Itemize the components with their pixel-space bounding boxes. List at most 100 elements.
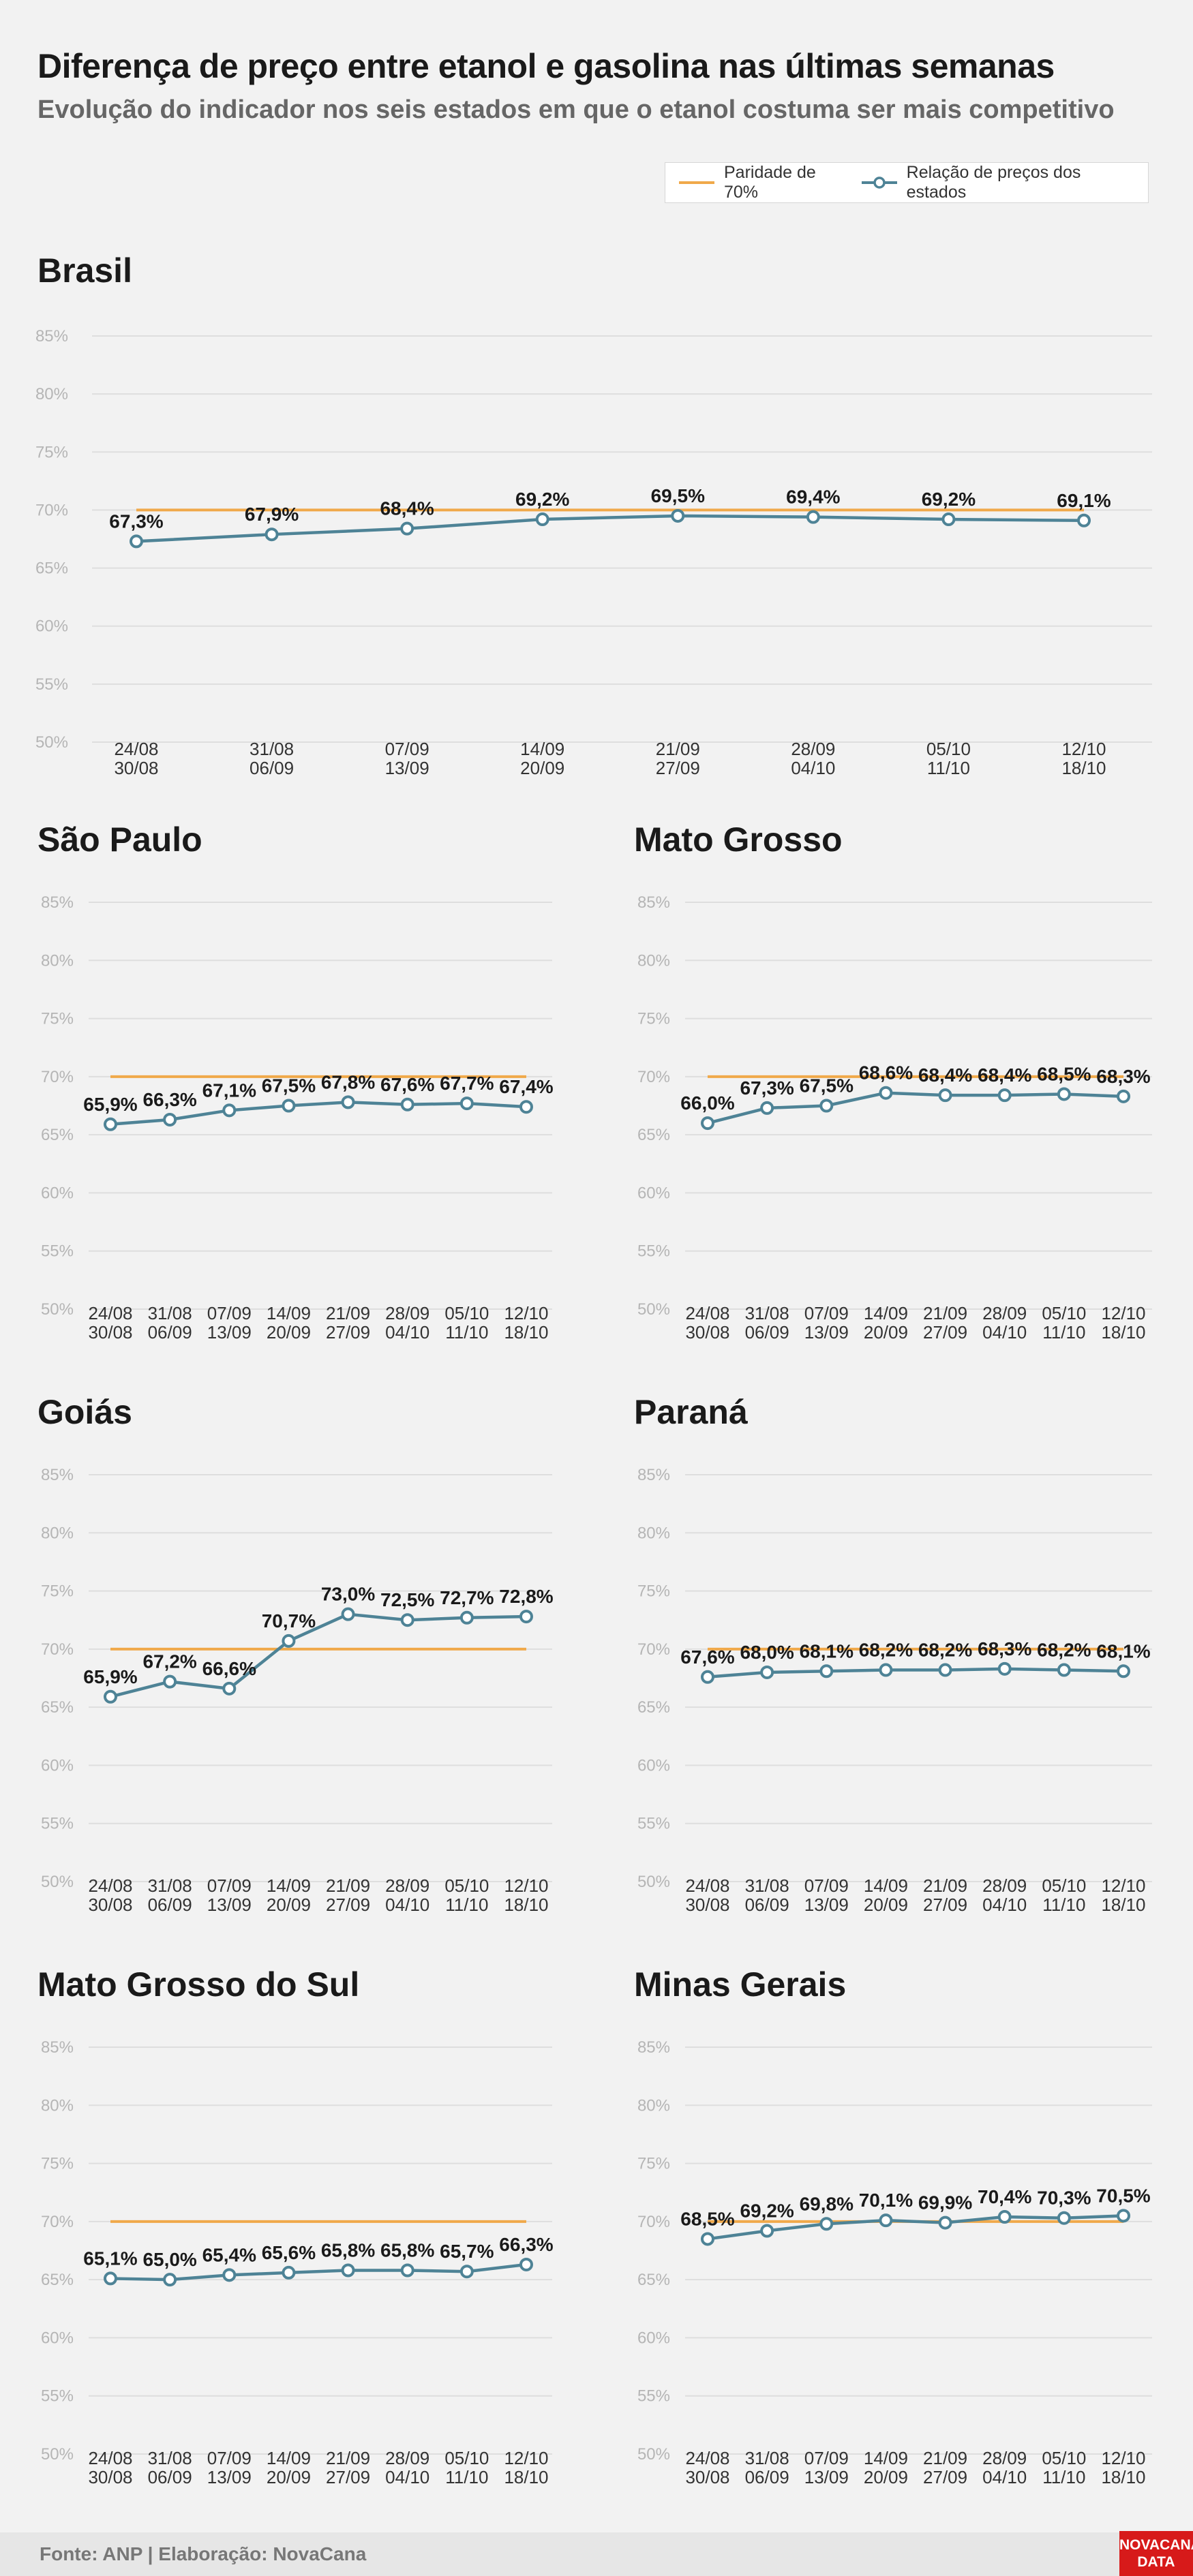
- data-label: 67,5%: [800, 1075, 854, 1097]
- y-tick-label: 50%: [637, 2445, 670, 2464]
- y-tick-label: 75%: [41, 1010, 74, 1028]
- data-point: [519, 1610, 533, 1624]
- x-tick-line: 07/09: [804, 1875, 849, 1896]
- x-tick-line: 21/09: [326, 1875, 370, 1896]
- x-tick-label: 05/10 11/10: [926, 739, 971, 778]
- data-point: [819, 1099, 834, 1113]
- y-tick-label: 50%: [41, 2445, 74, 2464]
- y-tick-label: 85%: [41, 893, 74, 912]
- x-tick-label: 31/08 06/09: [250, 739, 294, 778]
- x-tick-line: 31/08: [745, 1875, 789, 1896]
- x-tick-label: 21/09 27/09: [326, 1303, 370, 1343]
- y-tick-label: 70%: [41, 1640, 74, 1659]
- data-point: [341, 1607, 355, 1621]
- x-tick-line: 31/08: [148, 2448, 192, 2468]
- x-tick-label: 14/09 20/09: [864, 1303, 908, 1343]
- x-tick-line: 06/09: [148, 1322, 192, 1343]
- x-tick-line: 07/09: [207, 2448, 252, 2468]
- x-tick-label: 31/08 06/09: [148, 1303, 192, 1343]
- x-tick-line: 28/09: [385, 1875, 429, 1896]
- x-tick-line: 12/10: [1101, 1875, 1145, 1896]
- x-tick-line: 14/09: [520, 739, 564, 759]
- x-tick-label: 14/09 20/09: [267, 1303, 311, 1343]
- x-tick-label: 07/09 13/09: [804, 2448, 849, 2487]
- x-tick-line: 30/08: [88, 2467, 132, 2487]
- novacana-data-logo: NOVACANA DATA: [1119, 2531, 1193, 2576]
- data-point: [1117, 1664, 1130, 1678]
- y-tick-label: 80%: [35, 385, 68, 403]
- x-tick-line: 05/10: [1042, 1875, 1086, 1896]
- data-label: 65,6%: [262, 2242, 316, 2263]
- x-tick-line: 04/10: [385, 2467, 429, 2487]
- data-label: 65,9%: [83, 1666, 137, 1687]
- data-label: 68,6%: [859, 1062, 913, 1084]
- series-line: [136, 514, 1085, 543]
- x-tick-label: 28/09 04/10: [385, 2448, 429, 2487]
- x-tick-label: 24/08 30/08: [114, 739, 158, 778]
- x-tick-line: 30/08: [685, 1322, 729, 1343]
- series-line: [110, 1101, 527, 1126]
- y-tick-label: 50%: [41, 1873, 74, 1891]
- x-tick-line: 20/09: [864, 1322, 908, 1343]
- y-tick-label: 55%: [637, 1815, 670, 1833]
- x-tick-label: 21/09 27/09: [923, 1875, 967, 1915]
- legend-item-series: Relação de preços dos estados: [860, 163, 1138, 202]
- y-tick-label: 80%: [637, 2096, 670, 2115]
- logo-line-2: DATA: [1137, 2554, 1175, 2570]
- data-point: [265, 527, 279, 542]
- x-tick-line: 12/10: [504, 2448, 548, 2468]
- data-label: 67,6%: [680, 1646, 734, 1668]
- y-tick-label: 70%: [41, 1068, 74, 1086]
- y-tick-label: 70%: [637, 1640, 670, 1659]
- x-tick-line: 04/10: [982, 1895, 1027, 1915]
- y-tick-label: 75%: [637, 2155, 670, 2173]
- data-point: [760, 2224, 774, 2238]
- x-tick-line: 30/08: [685, 1895, 729, 1915]
- data-point: [701, 2232, 714, 2246]
- x-tick-line: 13/09: [207, 1895, 252, 1915]
- x-tick-line: 31/08: [148, 1875, 192, 1896]
- x-tick-line: 18/10: [1101, 1895, 1145, 1915]
- x-tick-line: 13/09: [804, 1322, 849, 1343]
- data-label: 65,1%: [83, 2248, 137, 2269]
- x-tick-line: 12/10: [504, 1303, 548, 1323]
- x-tick-line: 20/09: [267, 2467, 311, 2487]
- x-tick-line: 14/09: [267, 1875, 311, 1896]
- x-tick-line: 04/10: [791, 758, 835, 778]
- data-label: 67,1%: [202, 1079, 256, 1101]
- page-title: Diferença de preço entre etanol e gasoli…: [37, 47, 1055, 85]
- data-point: [222, 1103, 237, 1118]
- data-point: [819, 1664, 834, 1678]
- x-tick-label: 12/10 18/10: [1101, 1875, 1145, 1915]
- x-tick-line: 06/09: [148, 1895, 192, 1915]
- data-label: 67,2%: [142, 1651, 196, 1672]
- data-point: [1117, 2209, 1130, 2223]
- data-label: 65,7%: [440, 2241, 494, 2262]
- y-tick-label: 80%: [41, 951, 74, 970]
- x-tick-line: 14/09: [267, 2448, 311, 2468]
- data-label: 68,2%: [918, 1640, 972, 1661]
- data-label: 68,4%: [918, 1064, 972, 1086]
- chart-mato-grosso-do-sul: 50% 55% 60% 65% 70% 75% 80% 85% 65,1% 65,0% 65,4% 6…: [41, 2038, 554, 2487]
- x-tick-label: 12/10 18/10: [1101, 1303, 1145, 1343]
- legend-series-label: Relação de preços dos estados: [906, 163, 1081, 202]
- x-tick-line: 12/10: [1101, 1303, 1145, 1323]
- data-point: [941, 512, 956, 527]
- data-point: [1057, 1663, 1071, 1677]
- data-point: [1057, 1087, 1071, 1101]
- data-label: 69,9%: [918, 2192, 972, 2213]
- data-point: [282, 2265, 296, 2280]
- x-tick-line: 05/10: [444, 1303, 489, 1323]
- data-point: [879, 1663, 893, 1677]
- x-tick-line: 24/08: [88, 1875, 132, 1896]
- x-tick-line: 12/10: [504, 1875, 548, 1896]
- page-subtitle: Evolução do indicador nos seis estados e…: [37, 95, 1115, 124]
- data-label: 67,3%: [109, 510, 163, 532]
- x-tick-line: 20/09: [267, 1322, 311, 1343]
- y-tick-label: 65%: [41, 2271, 74, 2289]
- data-label: 68,3%: [1096, 1066, 1150, 1087]
- x-tick-line: 06/09: [745, 1895, 789, 1915]
- data-label: 68,2%: [859, 1640, 913, 1661]
- y-tick-label: 55%: [637, 1242, 670, 1261]
- y-tick-label: 55%: [35, 675, 68, 694]
